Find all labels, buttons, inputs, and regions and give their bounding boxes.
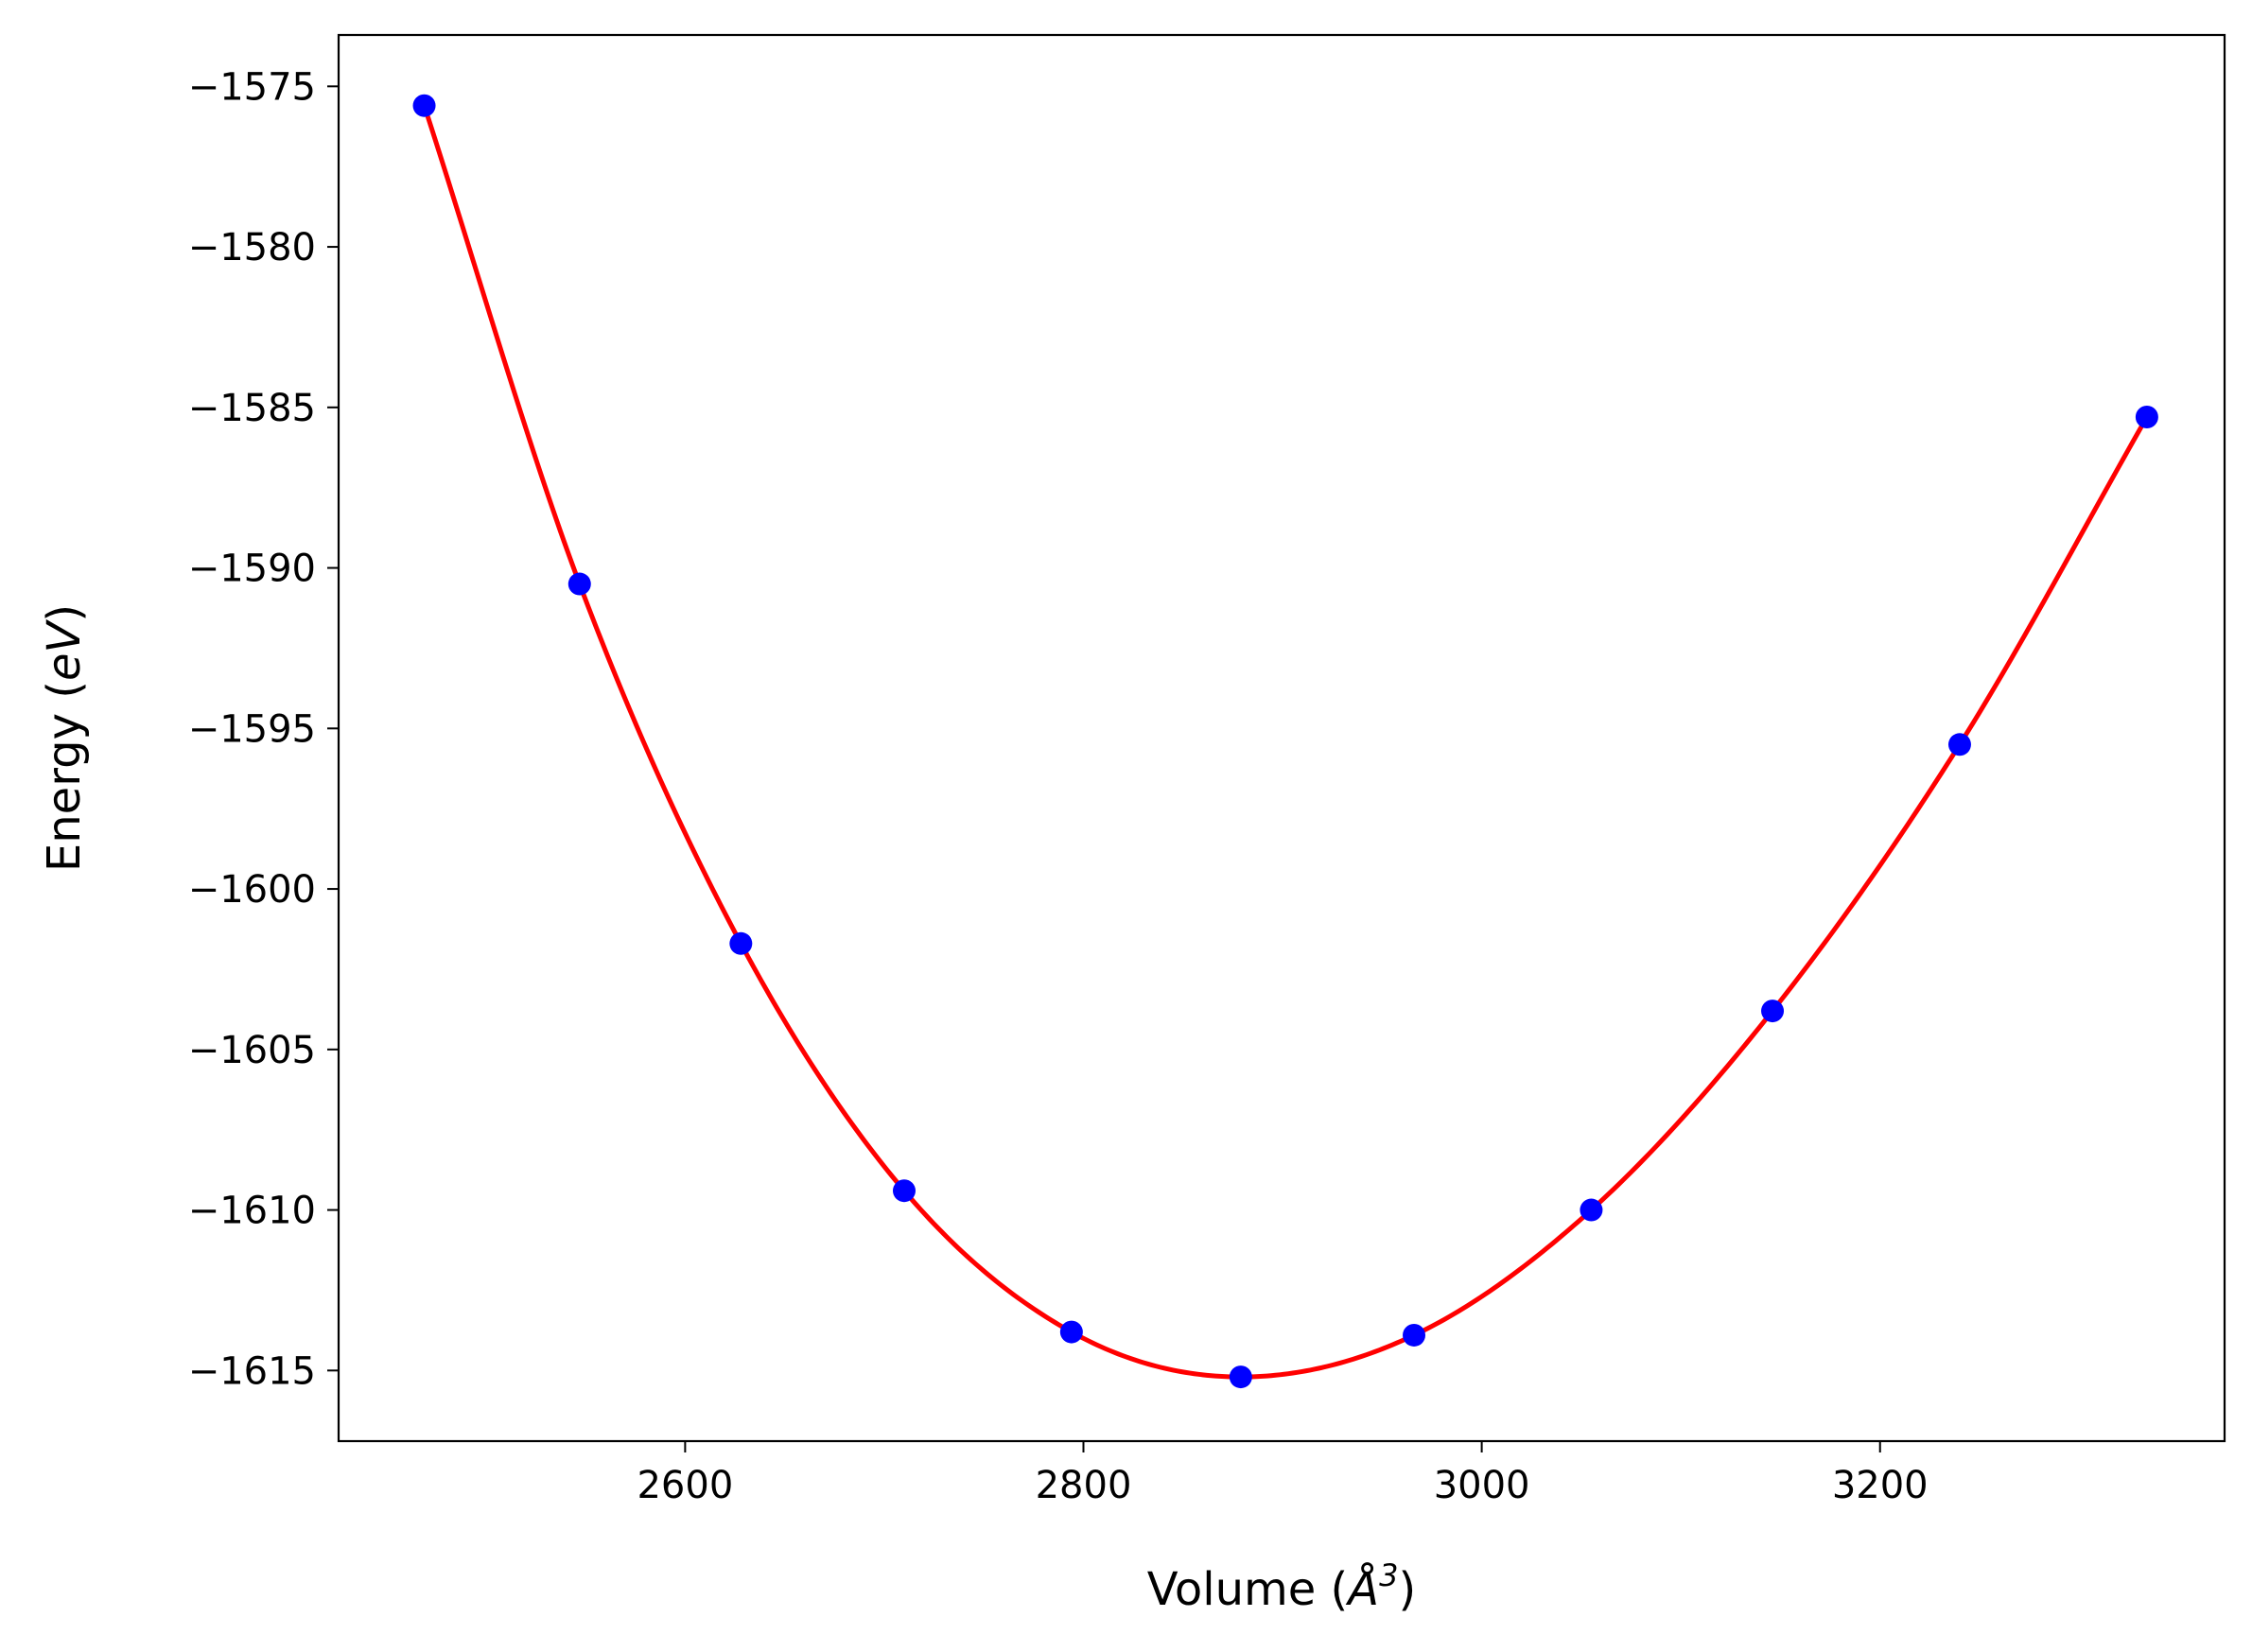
plot-frame <box>337 33 2226 1443</box>
x-axis-label-base: Volume ( <box>1147 1563 1349 1616</box>
y-tick-label: −1575 <box>188 65 316 109</box>
y-tick-label: −1615 <box>188 1349 316 1393</box>
data-point <box>2135 406 2158 428</box>
x-axis-label: Volume (Å3) <box>1147 1557 1416 1616</box>
data-point <box>1761 1000 1785 1023</box>
data-point <box>729 931 753 955</box>
y-axis-ticks: −1575 −1580 −1585 −1590 −1595 −1600 −1605 −1610… <box>188 65 339 1393</box>
x-tick-label: 2600 <box>637 1464 733 1507</box>
data-point <box>1403 1323 1426 1347</box>
data-point <box>1059 1320 1083 1344</box>
x-tick-label: 2800 <box>1036 1464 1132 1507</box>
x-axis-label-exponent: 3 <box>1379 1557 1398 1593</box>
y-tick-label: −1610 <box>188 1190 316 1233</box>
x-axis-label-close: ) <box>1398 1563 1416 1616</box>
data-point <box>1947 733 1971 756</box>
data-point <box>1580 1198 1603 1222</box>
x-tick-label: 3200 <box>1832 1464 1929 1507</box>
x-tick-label: 3000 <box>1434 1464 1530 1507</box>
y-axis-label-unit: eV <box>38 619 91 682</box>
y-axis-label: Energy (eV) <box>38 604 91 872</box>
data-point <box>1229 1365 1252 1389</box>
x-axis-ticks: 2600 2800 3000 3200 <box>637 1441 1929 1507</box>
data-point <box>412 94 436 117</box>
y-tick-label: −1605 <box>188 1029 316 1072</box>
y-axis-label-close: ) <box>38 604 91 622</box>
data-point <box>567 572 591 596</box>
y-axis-label-base: Energy ( <box>38 681 91 872</box>
data-point <box>892 1179 916 1203</box>
x-axis-label-symbol: Å <box>1345 1562 1379 1616</box>
y-tick-label: −1585 <box>188 387 316 430</box>
y-tick-label: −1580 <box>188 226 316 270</box>
plot-content <box>412 94 2158 1389</box>
y-tick-label: −1600 <box>188 868 316 912</box>
y-tick-label: −1590 <box>188 548 316 591</box>
y-tick-label: −1595 <box>188 707 316 751</box>
